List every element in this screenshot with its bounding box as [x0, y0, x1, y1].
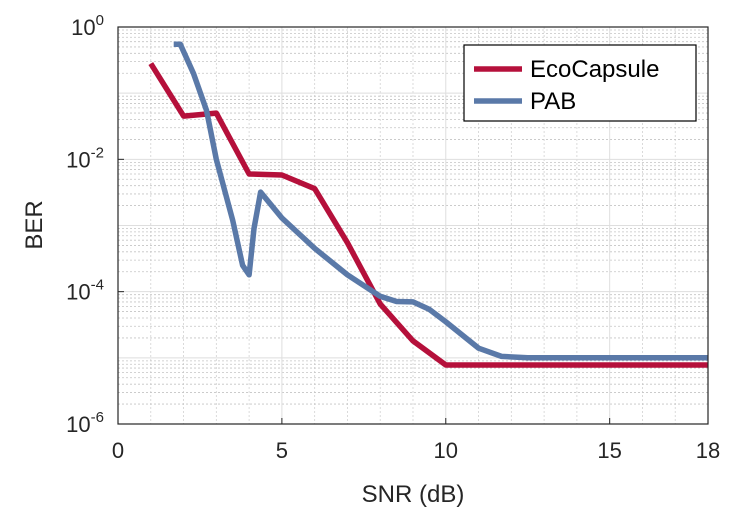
- plot-frame: [117, 26, 709, 425]
- x-tick-label: 10: [434, 438, 458, 463]
- x-tick-label: 5: [276, 438, 288, 463]
- x-tick-label: 15: [597, 438, 621, 463]
- legend-entry: EcoCapsule: [530, 56, 659, 83]
- y-tick-label: 10-4: [66, 277, 104, 305]
- y-tick-label: 10-2: [66, 144, 104, 172]
- x-axis-ticks: 0 5 10 15 18: [112, 418, 720, 463]
- series-layer: [148, 41, 708, 368]
- legend: EcoCapsule PAB: [463, 44, 697, 122]
- y-tick-label: 100: [71, 12, 104, 40]
- y-axis-ticks: 10-6 10-4 10-2 100: [66, 12, 124, 437]
- legend-box: [463, 44, 697, 122]
- x-axis-label: SNR (dB): [362, 481, 465, 508]
- x-tick-label: 0: [112, 438, 124, 463]
- series-line-ecocapsule: [148, 62, 708, 368]
- legend-entry: PAB: [530, 88, 576, 115]
- y-axis-label: BER: [21, 200, 48, 249]
- series-line-pab: [173, 41, 708, 361]
- x-tick-label: 18: [696, 438, 720, 463]
- y-tick-label: 10-6: [66, 409, 104, 437]
